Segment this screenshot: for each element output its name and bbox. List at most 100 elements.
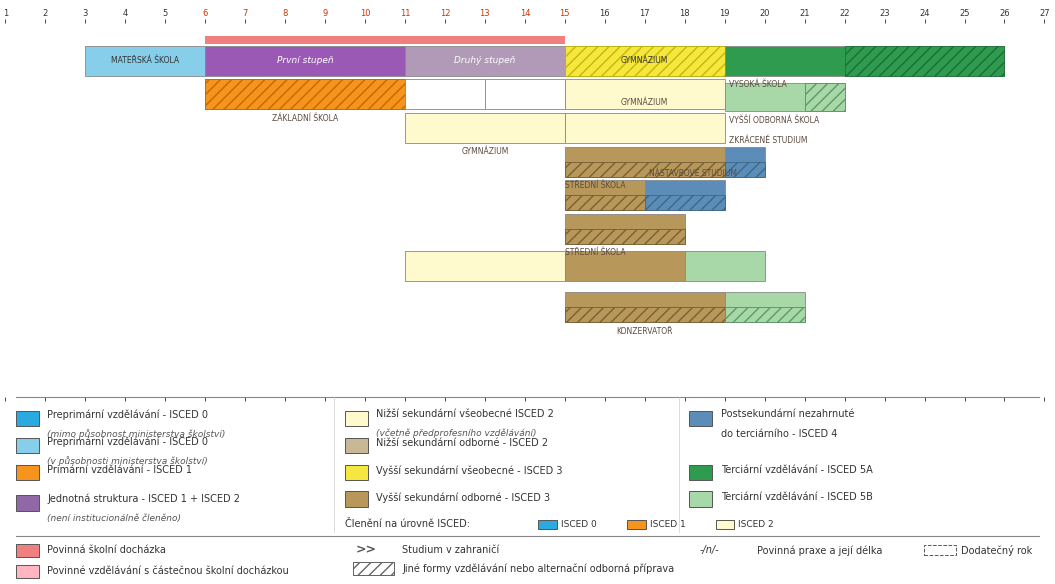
Bar: [627, 520, 646, 529]
Text: Nižší sekundární všeobecné ISCED 2: Nižší sekundární všeobecné ISCED 2: [376, 409, 554, 419]
Bar: [85, 46, 205, 76]
Bar: [689, 464, 712, 480]
Bar: [725, 307, 805, 322]
Bar: [564, 46, 725, 76]
Text: Povinná praxe a její délka: Povinná praxe a její délka: [757, 545, 883, 555]
Text: Studium v zahraničí: Studium v zahraničí: [402, 545, 499, 555]
Bar: [405, 113, 564, 143]
Bar: [645, 195, 725, 210]
Bar: [205, 36, 564, 44]
Text: GYMNÁZIUM: GYMNÁZIUM: [621, 99, 669, 107]
Text: Primární vzdělávání - ISCED 1: Primární vzdělávání - ISCED 1: [47, 465, 192, 475]
Bar: [805, 83, 845, 111]
Bar: [564, 195, 645, 210]
Bar: [564, 79, 725, 109]
Bar: [345, 464, 368, 480]
Text: (v působnosti ministerstva školství): (v působnosti ministerstva školství): [47, 456, 208, 465]
Text: VYSOKÁ ŠKOLA: VYSOKÁ ŠKOLA: [729, 80, 787, 89]
Bar: [205, 46, 405, 76]
Bar: [689, 492, 712, 507]
Text: GYMNÁZIUM: GYMNÁZIUM: [621, 56, 669, 65]
Text: Členění na úrovně ISCED:: Členění na úrovně ISCED:: [345, 519, 469, 529]
Bar: [725, 307, 805, 322]
Bar: [845, 46, 1004, 76]
Text: Terciární vzdělávání - ISCED 5A: Terciární vzdělávání - ISCED 5A: [721, 465, 872, 475]
Text: Jiné formy vzdělávání nebo alternační odborná příprava: Jiné formy vzdělávání nebo alternační od…: [403, 564, 675, 574]
Bar: [564, 195, 645, 210]
Bar: [725, 162, 765, 176]
Bar: [353, 562, 395, 575]
Text: ISCED 1: ISCED 1: [650, 520, 686, 529]
Bar: [345, 411, 368, 426]
Text: Dodatečný rok: Dodatečný rok: [961, 545, 1032, 556]
Bar: [845, 46, 1004, 76]
Bar: [685, 251, 765, 281]
Text: Nižší sekundární odborné - ISCED 2: Nižší sekundární odborné - ISCED 2: [376, 439, 549, 449]
Text: ZÁKLADNÍ ŠKOLA: ZÁKLADNÍ ŠKOLA: [272, 114, 339, 123]
Bar: [16, 565, 39, 578]
Text: KONZERVATOŘ: KONZERVATOŘ: [616, 327, 673, 336]
Bar: [405, 251, 564, 281]
Text: STŘEDNÍ ŠKOLA: STŘEDNÍ ŠKOLA: [564, 181, 626, 190]
Bar: [645, 180, 725, 210]
Bar: [805, 83, 845, 111]
Text: Vyšší sekundární odborné - ISCED 3: Vyšší sekundární odborné - ISCED 3: [376, 492, 550, 502]
Bar: [689, 411, 712, 426]
Bar: [345, 437, 368, 453]
Text: Jednotná struktura - ISCED 1 + ISCED 2: Jednotná struktura - ISCED 1 + ISCED 2: [47, 494, 241, 505]
Bar: [725, 83, 805, 111]
Bar: [564, 162, 725, 176]
Bar: [725, 293, 805, 322]
Bar: [564, 229, 685, 244]
Bar: [16, 495, 39, 511]
Text: Druhý stupeň: Druhý stupeň: [455, 56, 516, 65]
Bar: [564, 180, 645, 210]
Text: (mimo působnost ministerstva školství): (mimo působnost ministerstva školství): [47, 429, 226, 439]
Text: (není institucionálně členěno): (není institucionálně členěno): [47, 514, 181, 523]
Bar: [564, 147, 725, 176]
Bar: [725, 162, 765, 176]
Text: Povinné vzdělávání s částečnou školní docházkou: Povinné vzdělávání s částečnou školní do…: [47, 566, 289, 576]
Text: ZKRÁCENÉ STUDIUM: ZKRÁCENÉ STUDIUM: [729, 136, 807, 145]
Bar: [725, 147, 765, 176]
Text: ISCED 2: ISCED 2: [738, 520, 774, 529]
Text: do terciárního - ISCED 4: do terciárního - ISCED 4: [721, 429, 837, 439]
Text: GYMNÁZIUM: GYMNÁZIUM: [461, 147, 509, 157]
Bar: [16, 437, 39, 453]
Bar: [564, 307, 725, 322]
Bar: [564, 162, 725, 176]
Text: (včetně předprofesního vzdělávání): (včetně předprofesního vzdělávání): [376, 429, 537, 439]
Text: -/n/-: -/n/-: [699, 545, 720, 555]
Bar: [16, 411, 39, 426]
Bar: [725, 46, 845, 76]
Text: Preprimární vzdělávání - ISCED 0: Preprimární vzdělávání - ISCED 0: [47, 409, 208, 420]
Bar: [564, 251, 685, 281]
Text: První stupeň: První stupeň: [276, 56, 333, 65]
Bar: [345, 492, 368, 507]
Bar: [405, 79, 485, 109]
Text: Vyšší sekundární všeobecné - ISCED 3: Vyšší sekundární všeobecné - ISCED 3: [376, 465, 562, 475]
Bar: [16, 544, 39, 557]
Text: Terciární vzdělávání - ISCED 5B: Terciární vzdělávání - ISCED 5B: [721, 492, 872, 502]
Bar: [564, 307, 725, 322]
Bar: [564, 293, 725, 322]
Text: NÁSTAVBOVÉ STUDIUM: NÁSTAVBOVÉ STUDIUM: [649, 169, 736, 179]
Bar: [485, 79, 564, 109]
Bar: [564, 113, 725, 143]
Bar: [205, 79, 405, 109]
Bar: [564, 229, 685, 244]
Bar: [538, 520, 557, 529]
Text: MATEŘSKÁ ŠKOLA: MATEŘSKÁ ŠKOLA: [111, 56, 179, 65]
Bar: [405, 46, 564, 76]
Bar: [16, 464, 39, 480]
Bar: [564, 46, 725, 76]
Bar: [353, 562, 395, 575]
Text: Preprimární vzdělávání - ISCED 0: Preprimární vzdělávání - ISCED 0: [47, 436, 208, 447]
Text: >>: >>: [356, 544, 377, 557]
Bar: [645, 195, 725, 210]
Text: Povinná školní docházka: Povinná školní docházka: [47, 545, 166, 555]
Bar: [205, 79, 405, 109]
Text: VYŠŠÍ ODBORNÁ ŠKOLA: VYŠŠÍ ODBORNÁ ŠKOLA: [729, 116, 819, 124]
Bar: [715, 520, 734, 529]
Bar: [924, 545, 956, 555]
